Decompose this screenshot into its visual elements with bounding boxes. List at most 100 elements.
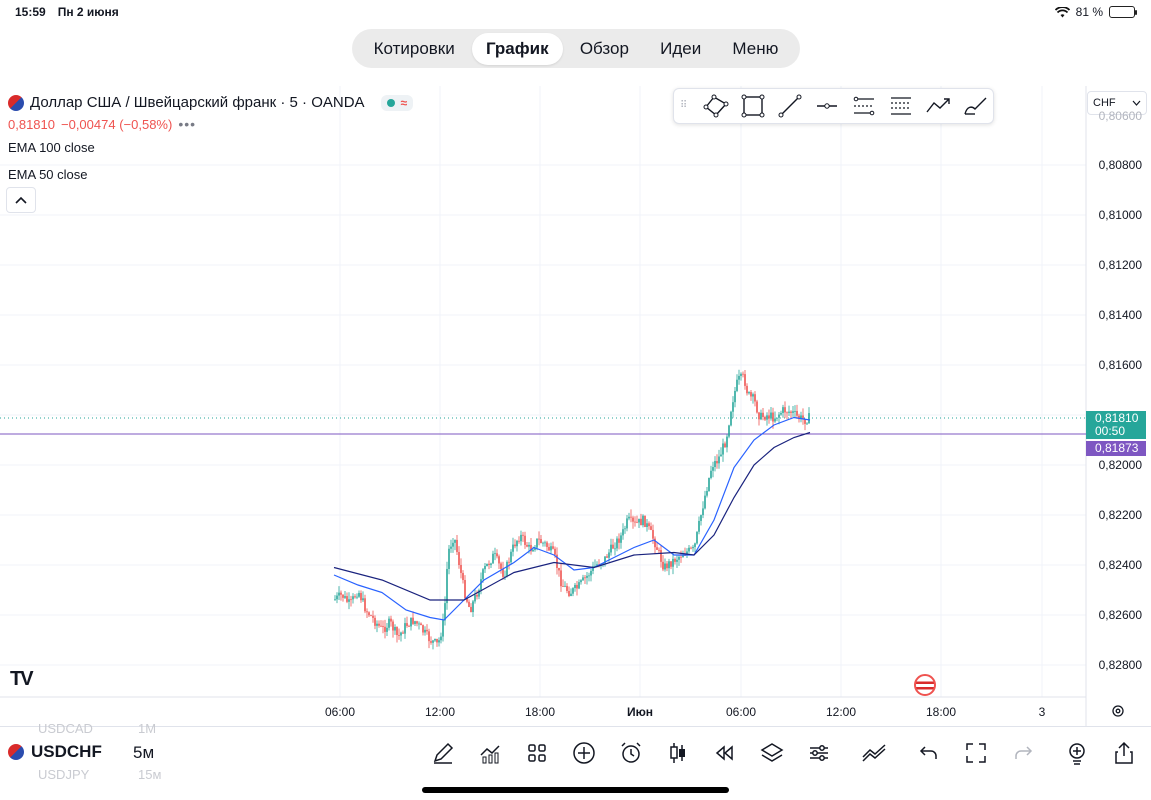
candle-body: [622, 529, 624, 536]
candle-body: [786, 412, 788, 414]
collapse-legend-button[interactable]: [6, 187, 36, 213]
candle-body: [392, 621, 394, 631]
brush-tool[interactable]: [956, 91, 993, 121]
tab-ideas[interactable]: Идеи: [660, 38, 702, 58]
undo-button[interactable]: [914, 738, 944, 768]
zigzag-icon: [926, 98, 950, 113]
candle-body: [346, 596, 348, 602]
candle-body: [344, 596, 346, 598]
candle-body: [378, 623, 380, 626]
fullscreen-button[interactable]: [961, 738, 991, 768]
tab-menu[interactable]: Меню: [732, 38, 779, 58]
candle-body: [614, 548, 616, 550]
candle-body: [640, 518, 642, 526]
draw-button[interactable]: [428, 738, 458, 768]
candle-body: [696, 531, 698, 544]
ema-50-line: [333, 416, 811, 621]
indicator-ema-50[interactable]: EMA 50 close: [8, 167, 88, 182]
tab-quotes[interactable]: Котировки: [373, 38, 455, 58]
share-button[interactable]: [1109, 738, 1139, 768]
add-button[interactable]: [569, 738, 599, 768]
indicators-button[interactable]: [475, 738, 505, 768]
candle-body: [474, 594, 476, 602]
settings-button[interactable]: [804, 738, 834, 768]
candle-body: [662, 561, 664, 570]
compare-lines-icon: [862, 744, 886, 762]
last-price-label: 0,81810 00:50: [1086, 411, 1146, 439]
candle-body: [334, 599, 336, 601]
chart-type-button[interactable]: [663, 738, 693, 768]
candle-body: [554, 548, 556, 555]
candle-body: [528, 544, 530, 547]
candle-body: [518, 540, 520, 542]
tab-chart[interactable]: График: [471, 32, 563, 65]
candle-body: [410, 617, 412, 627]
candle-body: [766, 415, 768, 420]
price-chart[interactable]: [0, 0, 1151, 726]
currency-select[interactable]: CHF: [1087, 91, 1147, 115]
candle-body: [564, 585, 566, 587]
candle-body: [666, 563, 668, 569]
candle-body: [488, 563, 490, 565]
ema-price-label: 0,81873: [1086, 441, 1146, 456]
candle-body: [676, 559, 678, 562]
candle-body: [592, 566, 594, 571]
candle-body: [780, 412, 782, 415]
market-status-badge[interactable]: ≈: [380, 94, 414, 111]
candle-body: [534, 547, 536, 550]
candle-body: [520, 534, 522, 542]
candle-body: [618, 538, 620, 543]
objects-tree-button[interactable]: [757, 738, 787, 768]
time-tick: Июн: [626, 705, 654, 719]
indicator-ema-100[interactable]: EMA 100 close: [8, 140, 95, 155]
symbol-title[interactable]: Доллар США / Швейцарский франк · 5 · OAN…: [30, 94, 365, 111]
parallel-channel-tool[interactable]: [845, 91, 882, 121]
compare-button[interactable]: [860, 738, 890, 768]
tradingview-logo[interactable]: TV: [10, 668, 34, 690]
fib-retracement-tool[interactable]: [882, 91, 919, 121]
candle-body: [712, 467, 714, 471]
trend-line-tool[interactable]: [772, 91, 809, 121]
redo-button[interactable]: [1008, 738, 1038, 768]
candle-body: [440, 636, 442, 641]
current-timeframe[interactable]: 5м: [133, 743, 155, 762]
candle-body: [380, 625, 382, 627]
candle-body: [414, 621, 416, 624]
candle-body: [548, 546, 550, 551]
symbol-picker[interactable]: USDCAD 1M USDCHF 5м USDJPY 15м: [8, 721, 168, 783]
economic-event-icon[interactable]: [914, 674, 936, 696]
path-tool[interactable]: [919, 91, 956, 121]
candle-body: [546, 542, 548, 547]
rectangle-tool[interactable]: [735, 91, 772, 121]
replay-button[interactable]: [710, 738, 740, 768]
tab-overview[interactable]: Обзор: [579, 38, 629, 58]
candle-body: [456, 539, 458, 553]
candle-body: [356, 596, 358, 598]
more-icon[interactable]: •••: [178, 116, 197, 132]
candle-body: [524, 535, 526, 545]
candle-body: [654, 538, 656, 548]
candle-body: [550, 546, 552, 551]
candle-body: [436, 638, 438, 643]
time-axis[interactable]: 06:00 12:00 18:00 Июн 06:00 12:00 18:00 …: [0, 698, 1086, 726]
current-symbol[interactable]: USDCHF: [31, 742, 102, 761]
candle-body: [658, 549, 660, 551]
price-tick: 0,81600: [1098, 358, 1142, 372]
price-axis[interactable]: 0,80600 0,80800 0,81000 0,81200 0,81400 …: [1086, 86, 1151, 696]
horizontal-ray-tool[interactable]: [809, 91, 846, 121]
candle-body: [630, 516, 632, 518]
candle-body: [688, 547, 690, 552]
home-indicator[interactable]: [422, 787, 729, 793]
candle-body: [804, 419, 806, 424]
candle-body: [558, 567, 560, 571]
polyline-tool[interactable]: [698, 91, 735, 121]
ideas-button[interactable]: [1062, 738, 1092, 768]
chart-settings-icon[interactable]: [1110, 703, 1126, 719]
drag-handle-icon[interactable]: ⠿: [680, 100, 688, 111]
candle-body: [678, 556, 680, 560]
candle-body: [454, 539, 456, 543]
chart-legend: Доллар США / Швейцарский франк · 5 · OAN…: [8, 94, 414, 182]
alert-button[interactable]: [616, 738, 646, 768]
layouts-button[interactable]: [522, 738, 552, 768]
sliders-icon: [810, 745, 828, 761]
